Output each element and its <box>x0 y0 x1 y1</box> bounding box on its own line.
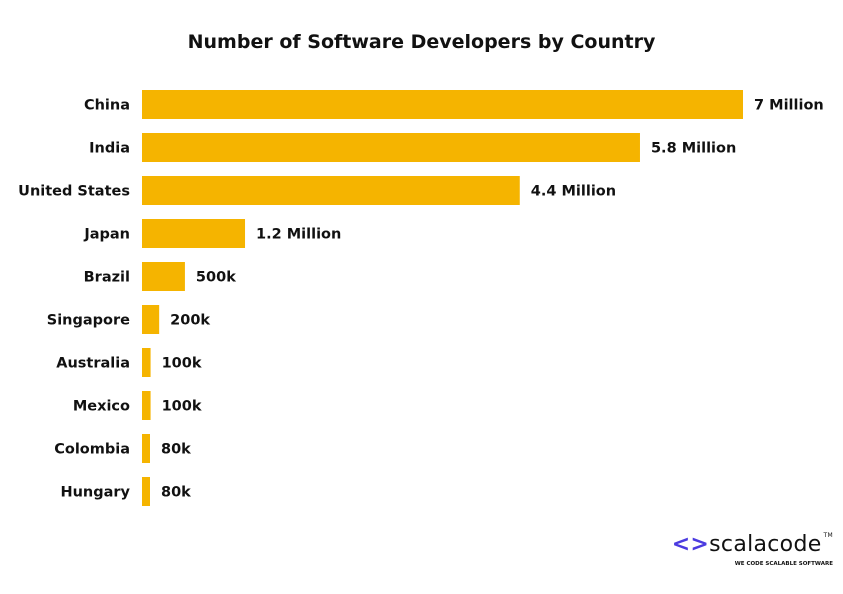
chart-title: Number of Software Developers by Country <box>187 31 656 53</box>
bar <box>142 133 640 162</box>
data-label: 7 Million <box>754 98 824 114</box>
data-label: 1.2 Million <box>256 227 341 243</box>
code-chevrons-icon: <> <box>671 532 710 557</box>
bar <box>142 262 185 291</box>
logo-tagline: WE CODE SCALABLE SOFTWARE <box>734 561 833 567</box>
logo-trademark: TM <box>823 532 833 539</box>
category-label: Brazil <box>84 270 130 286</box>
data-label: 100k <box>162 399 202 415</box>
data-label: 4.4 Million <box>531 184 616 200</box>
category-label: India <box>89 141 130 157</box>
data-label: 100k <box>162 356 202 372</box>
data-label: 200k <box>170 313 210 329</box>
bar <box>142 305 160 334</box>
category-label: Mexico <box>73 399 130 415</box>
bar <box>142 90 743 119</box>
bar <box>142 176 520 205</box>
bar <box>142 434 150 463</box>
data-label: 5.8 Million <box>651 141 736 157</box>
category-label: China <box>84 98 130 114</box>
data-label: 80k <box>161 485 191 501</box>
bar <box>142 219 246 248</box>
bar <box>142 348 151 377</box>
category-label: United States <box>18 184 130 200</box>
category-label: Hungary <box>60 485 130 501</box>
bar <box>142 477 150 506</box>
category-label: Colombia <box>54 442 130 458</box>
scalacode-logo: <>scalacode TM WE CODE SCALABLE SOFTWARE <box>672 532 833 568</box>
category-label: Singapore <box>47 313 130 329</box>
bar <box>142 391 151 420</box>
logo-name: scalacode <box>709 532 822 557</box>
category-label: Japan <box>83 227 130 243</box>
data-label: 80k <box>161 442 191 458</box>
category-label: Australia <box>56 356 130 372</box>
data-label: 500k <box>196 270 236 286</box>
